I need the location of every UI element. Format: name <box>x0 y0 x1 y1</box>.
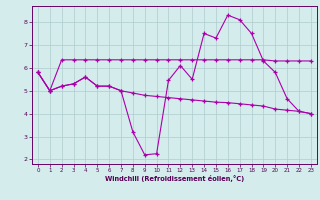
X-axis label: Windchill (Refroidissement éolien,°C): Windchill (Refroidissement éolien,°C) <box>105 175 244 182</box>
